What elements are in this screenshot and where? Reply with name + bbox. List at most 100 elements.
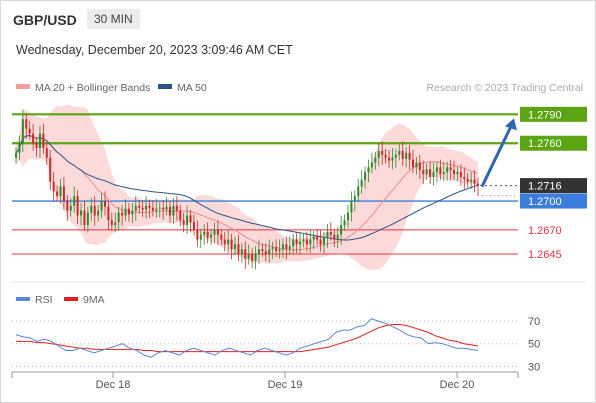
candle-body — [377, 150, 380, 158]
candle-body — [189, 215, 192, 223]
x-tick-label: Dec 18 — [96, 379, 131, 391]
ma9-legend-label: 9MA — [83, 294, 105, 306]
candle-body — [425, 169, 428, 175]
candle-body — [295, 239, 298, 245]
candle-body — [292, 239, 295, 247]
candle-body — [155, 208, 158, 211]
candle-body — [288, 246, 291, 250]
candle-body — [370, 162, 373, 168]
candle-body — [329, 231, 332, 235]
candle-body — [86, 212, 89, 226]
rsi-legend: RSI 9MA — [16, 294, 105, 306]
candle-body — [42, 133, 45, 149]
moving-averages — [15, 134, 479, 251]
timeframe-badge[interactable]: 30 MIN — [87, 9, 140, 29]
candle-body — [14, 152, 18, 158]
candle-body — [322, 237, 326, 245]
level-label-1.2700: 1.2700 — [528, 196, 562, 208]
candle-body — [429, 169, 432, 177]
credit-text: Research © 2023 Trading Central — [426, 82, 583, 94]
forecast-arrow-shaft — [480, 125, 513, 188]
candle-body — [336, 234, 339, 240]
candle-body — [127, 208, 130, 215]
candle-body — [62, 186, 65, 202]
candle-body — [316, 236, 319, 240]
candle-body — [247, 253, 250, 259]
ma20-legend-swatch — [16, 84, 30, 89]
ma50-line — [15, 134, 479, 241]
candle-body — [158, 207, 161, 209]
candle-body — [220, 234, 223, 240]
level-label-1.2760: 1.2760 — [528, 138, 562, 150]
candle-body — [234, 244, 237, 250]
candle-body — [309, 239, 312, 245]
candle-body — [254, 253, 257, 261]
candle-body — [210, 234, 213, 238]
candle-body — [21, 119, 24, 144]
symbol-title: GBP/USD — [13, 12, 77, 28]
candle-body — [360, 179, 363, 187]
candle-body — [80, 210, 83, 216]
candle-body — [449, 167, 452, 171]
candles — [14, 109, 480, 270]
candle-body — [213, 229, 216, 235]
x-tick-label: Dec 20 — [440, 379, 475, 391]
candle-body — [32, 133, 35, 144]
level-badge-1.2760 — [520, 135, 587, 151]
candle-body — [401, 150, 404, 159]
candle-body — [374, 157, 377, 163]
candle-body — [93, 205, 96, 216]
candle-body — [411, 159, 414, 168]
candle-body — [305, 239, 308, 245]
candle-body — [151, 207, 154, 211]
candle-body — [240, 249, 243, 254]
x-tick-label: Dec 19 — [268, 379, 303, 391]
candle-body — [179, 210, 182, 221]
candle-body — [367, 167, 370, 173]
rsi-legend-swatch — [16, 297, 30, 301]
candle-body — [45, 148, 48, 158]
rsi-9ma-line — [16, 324, 479, 353]
candle-body — [473, 179, 476, 184]
price-legend: MA 20 + Bollinger Bands MA 50 Research ©… — [16, 82, 583, 94]
candle-body — [257, 249, 260, 254]
candle-body — [398, 150, 401, 155]
candle-body — [165, 206, 168, 210]
bollinger-bands — [16, 104, 478, 271]
candle-body — [340, 225, 343, 235]
candle-body — [18, 143, 21, 153]
candle-body — [439, 167, 442, 175]
ma9-legend-swatch — [64, 297, 78, 301]
candle-body — [52, 181, 55, 192]
candle-body — [446, 167, 449, 173]
candle-body — [391, 157, 394, 161]
candle-body — [405, 152, 408, 159]
candle-body — [90, 205, 93, 213]
candle-body — [435, 167, 438, 173]
candle-body — [182, 220, 185, 226]
candle-body — [35, 143, 38, 149]
rsi-tick-30: 30 — [528, 361, 540, 373]
candle-body — [145, 205, 148, 210]
candle-body — [124, 208, 127, 216]
candle-body — [186, 215, 189, 226]
candle-body — [100, 201, 103, 211]
level-badge-1.2790 — [520, 106, 587, 122]
candle-body — [268, 249, 271, 254]
candle-body — [141, 207, 144, 210]
current-price-badge — [520, 178, 587, 194]
price-levels: 1.2790 1.2760 1.2700 1.2670 1.2645 — [12, 106, 587, 261]
candle-body — [227, 239, 230, 245]
candle-body — [138, 205, 141, 208]
rsi-panel: 30 50 70 — [12, 316, 540, 373]
candle-body — [264, 251, 267, 254]
candle-body — [476, 183, 480, 186]
candle-body — [114, 222, 117, 226]
candle-body — [131, 210, 134, 215]
forecast-arrow-head — [505, 118, 517, 131]
candle-body — [237, 244, 240, 254]
ma50-legend-swatch — [158, 84, 172, 89]
candle-body — [281, 244, 284, 250]
candle-body — [172, 205, 175, 216]
